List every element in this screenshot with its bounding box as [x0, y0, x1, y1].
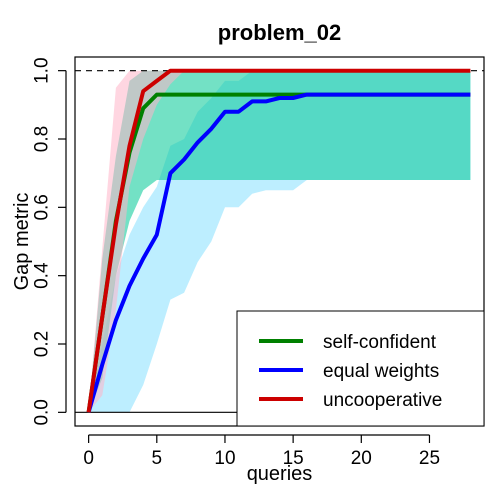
y-tick-label: 0.4	[32, 262, 53, 289]
x-tick-label: 0	[83, 448, 94, 469]
y-tick-label: 1.0	[32, 57, 53, 83]
band-self-confident	[88, 70, 471, 413]
legend-label-uncooperative: uncooperative	[323, 390, 442, 411]
x-tick-label: 25	[419, 448, 440, 469]
confidence-bands	[88, 70, 471, 413]
band-uncooperative	[88, 70, 471, 413]
series-line-uncooperative	[86, 68, 471, 413]
y-tick-label: 0.2	[32, 331, 53, 357]
y-tick-label: 0.6	[32, 194, 53, 220]
y-axis-label: Gap metric	[11, 193, 33, 291]
legend: self-confident equal weights uncooperative	[236, 310, 485, 427]
series-line-equal-weights	[86, 92, 471, 413]
series-lines	[86, 68, 471, 413]
x-tick-label: 20	[351, 448, 372, 469]
legend-label-self-confident: self-confident	[323, 332, 437, 353]
y-axis: 0.0 0.2 0.4 0.6 0.8 1.0	[32, 57, 67, 426]
x-tick-label: 15	[283, 448, 304, 469]
x-tick-label: 10	[214, 448, 235, 469]
x-axis: 0 5 10 15 20 25	[83, 434, 440, 469]
x-tick-label: 5	[152, 448, 163, 469]
chart-title: problem_02	[218, 20, 342, 45]
y-tick-label: 0.0	[32, 399, 53, 425]
legend-label-equal-weights: equal weights	[323, 361, 439, 382]
x-axis-label: queries	[247, 463, 313, 485]
y-tick-label: 0.8	[32, 126, 53, 152]
